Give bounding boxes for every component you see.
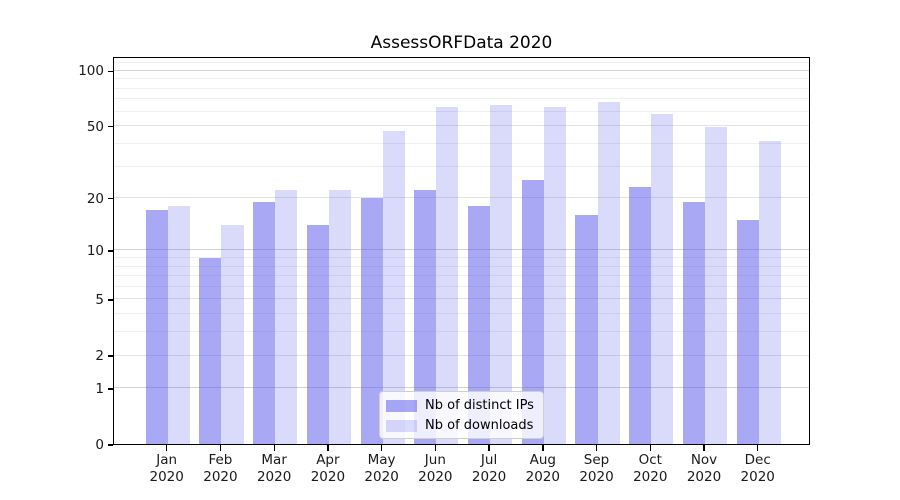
bar-apr-distinct-ips — [306, 224, 329, 444]
y-tick-mark-5 — [107, 299, 113, 301]
bar-jun-distinct-ips — [414, 190, 437, 444]
y-tick-label-20: 20 — [86, 190, 104, 207]
x-tick-mark-oct — [649, 445, 651, 451]
x-tick-mark-sep — [595, 445, 598, 451]
gridline-100 — [114, 69, 809, 71]
bar-jul-downloads — [490, 104, 513, 444]
y-tick-mark-2 — [107, 355, 113, 357]
gridline-3 — [114, 331, 809, 333]
bar-sep-downloads — [597, 102, 620, 444]
bar-may-downloads — [382, 130, 405, 444]
gridline-60 — [114, 110, 809, 112]
bar-dec-downloads — [758, 141, 781, 444]
gridline-4 — [114, 313, 809, 315]
x-tick-label-nov: Nov 2020 — [686, 452, 722, 485]
legend-item-downloads: Nb of downloads — [386, 419, 535, 432]
x-tick-label-jun: Jun 2020 — [418, 452, 453, 485]
gridline-2 — [114, 354, 809, 356]
bar-nov-downloads — [705, 127, 728, 444]
x-tick-mark-mar — [273, 445, 275, 451]
bar-may-distinct-ips — [360, 197, 383, 444]
y-tick-label-100: 100 — [78, 63, 104, 80]
gridline-110 — [114, 62, 809, 64]
bar-nov-distinct-ips — [682, 201, 705, 444]
bar-sep-distinct-ips — [575, 214, 598, 444]
y-tick-mark-20 — [107, 197, 113, 200]
gridline-8 — [114, 265, 809, 267]
y-tick-mark-1 — [107, 388, 113, 390]
gridline-30 — [114, 165, 809, 167]
bar-feb-distinct-ips — [199, 257, 222, 444]
y-tick-label-50: 50 — [86, 118, 104, 135]
x-tick-label-may: May 2020 — [364, 452, 399, 485]
legend-label-downloads: Nb of downloads — [425, 418, 534, 433]
y-tick-label-1: 1 — [95, 380, 104, 397]
plot-area — [113, 57, 810, 445]
bar-jan-distinct-ips — [145, 210, 168, 444]
x-tick-label-sep: Sep 2020 — [579, 452, 614, 485]
y-tick-mark-10 — [107, 250, 113, 252]
gridline-40 — [114, 142, 809, 144]
legend-label-distinct-ips: Nb of distinct IPs — [425, 398, 534, 413]
y-tick-label-5: 5 — [95, 291, 104, 308]
x-tick-mark-dec — [757, 445, 759, 451]
bar-jun-downloads — [436, 107, 459, 444]
bar-aug-downloads — [543, 107, 566, 444]
x-tick-mark-jun — [434, 445, 437, 451]
gridline-90 — [114, 78, 809, 80]
x-tick-mark-apr — [327, 445, 329, 451]
gridline-50 — [114, 125, 809, 127]
bar-oct-distinct-ips — [629, 186, 652, 444]
gridline-1 — [114, 387, 809, 389]
x-tick-mark-feb — [219, 445, 222, 451]
y-tick-mark-50 — [107, 126, 113, 128]
gridline-9 — [114, 257, 809, 259]
bar-feb-downloads — [221, 224, 244, 444]
gridline-6 — [114, 285, 809, 287]
legend-swatch-distinct-ips — [386, 399, 417, 412]
bar-oct-downloads — [651, 113, 674, 444]
x-tick-mark-nov — [703, 445, 705, 451]
legend-swatch-downloads — [386, 419, 417, 432]
legend-item-distinct-ips: Nb of distinct IPs — [386, 399, 535, 412]
bar-mar-downloads — [275, 190, 298, 444]
x-tick-mark-aug — [542, 445, 544, 451]
y-tick-label-2: 2 — [95, 348, 104, 365]
x-tick-label-jan: Jan 2020 — [149, 452, 184, 485]
y-tick-label-0: 0 — [95, 437, 104, 453]
gridline-70 — [114, 98, 809, 100]
x-tick-mark-may — [381, 445, 383, 451]
y-tick-label-10: 10 — [86, 242, 104, 259]
chart-title: AssessORFData 2020 — [370, 33, 553, 53]
gridline-80 — [114, 87, 809, 89]
bar-jul-distinct-ips — [467, 205, 491, 444]
gridline-20 — [114, 197, 809, 199]
x-tick-label-apr: Apr 2020 — [310, 452, 346, 485]
x-tick-label-mar: Mar 2020 — [256, 452, 292, 485]
x-tick-mark-jul — [488, 445, 490, 451]
bar-apr-downloads — [328, 190, 351, 444]
x-tick-label-oct: Oct 2020 — [633, 452, 668, 485]
gridline-5 — [114, 298, 809, 300]
x-tick-mark-jan — [166, 445, 168, 451]
y-tick-mark-0 — [107, 444, 113, 446]
x-tick-label-aug: Aug 2020 — [525, 452, 560, 485]
y-tick-mark-100 — [107, 70, 113, 73]
x-tick-label-jul: Jul 2020 — [471, 452, 507, 485]
x-tick-label-dec: Dec 2020 — [740, 452, 775, 485]
gridline-7 — [114, 275, 809, 277]
gridline-10 — [114, 249, 809, 251]
bar-dec-distinct-ips — [736, 219, 759, 444]
legend: Nb of distinct IPs Nb of downloads — [379, 391, 544, 439]
x-tick-label-feb: Feb 2020 — [203, 452, 238, 485]
bar-jan-downloads — [167, 205, 190, 444]
bar-mar-distinct-ips — [253, 201, 276, 444]
bar-aug-distinct-ips — [521, 180, 544, 444]
